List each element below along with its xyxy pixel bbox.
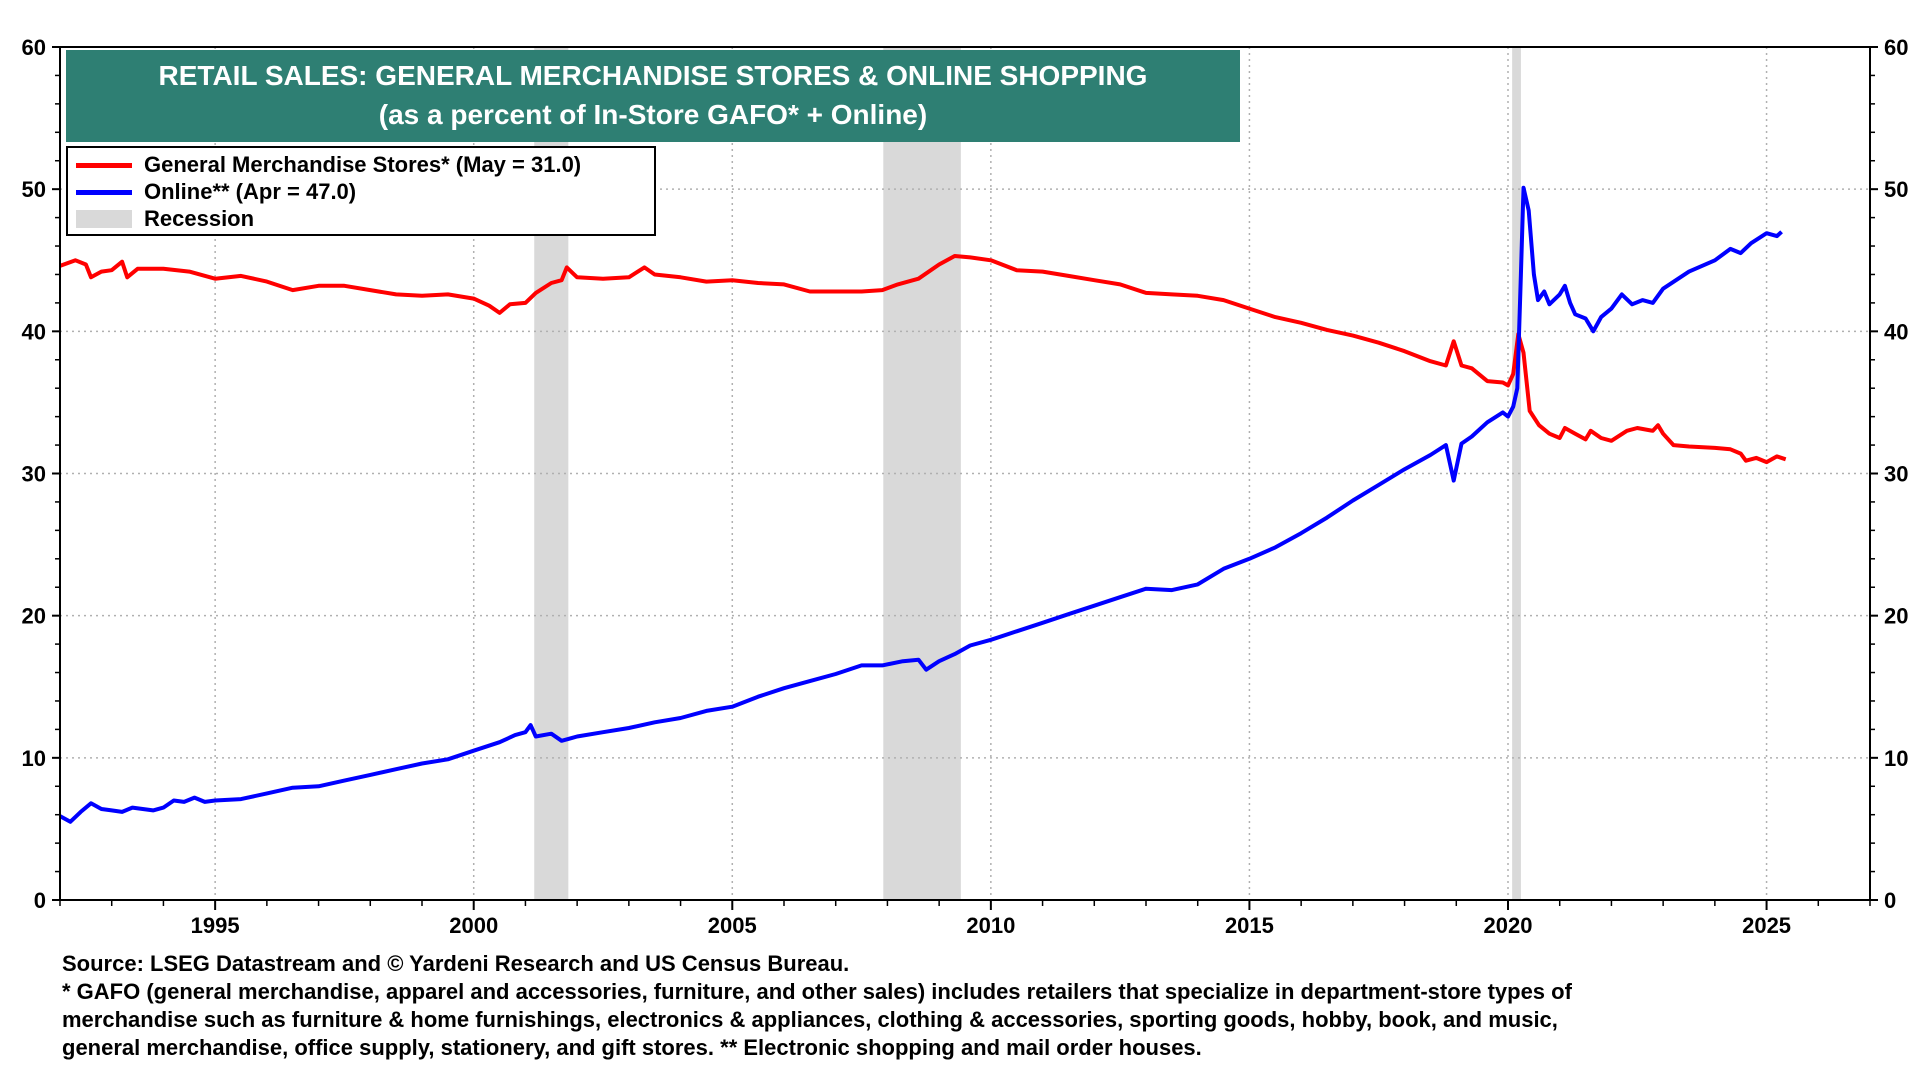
recession-band	[883, 47, 961, 900]
recession-band	[1512, 47, 1521, 900]
legend-swatch-blue	[76, 189, 132, 195]
y-tick-label-right: 10	[1884, 746, 1908, 771]
legend: General Merchandise Stores* (May = 31.0)…	[66, 146, 656, 236]
y-tick-label-right: 0	[1884, 888, 1896, 913]
legend-item-general-merchandise: General Merchandise Stores* (May = 31.0)	[76, 152, 581, 178]
y-tick-label-left: 10	[22, 746, 46, 771]
legend-swatch-red	[76, 162, 132, 168]
series-line	[59, 254, 1787, 465]
source-note: Source: LSEG Datastream and © Yardeni Re…	[62, 951, 850, 976]
chart-subtitle: (as a percent of In-Store GAFO* + Online…	[378, 99, 928, 130]
x-tick-label: 2000	[449, 913, 498, 938]
chart-title-box: RETAIL SALES: GENERAL MERCHANDISE STORES…	[66, 50, 1240, 142]
x-tick-label: 2010	[966, 913, 1015, 938]
y-tick-label-right: 50	[1884, 177, 1908, 202]
legend-label: General Merchandise Stores* (May = 31.0)	[144, 152, 582, 177]
chart-title: RETAIL SALES: GENERAL MERCHANDISE STORES…	[158, 60, 1148, 91]
legend-swatch-gray	[76, 210, 132, 228]
legend-item-online: Online** (Apr = 47.0)	[76, 179, 356, 205]
x-tick-label: 2015	[1225, 913, 1274, 938]
y-tick-label-right: 20	[1884, 604, 1908, 629]
y-tick-label-left: 20	[22, 604, 46, 629]
gafo-note-line-2: merchandise such as furniture & home fur…	[62, 1007, 1558, 1032]
y-tick-label-left: 0	[34, 888, 46, 913]
gafo-note-line-1: * GAFO (general merchandise, apparel and…	[62, 979, 1572, 1004]
legend-label: Recession	[144, 206, 255, 231]
y-tick-label-right: 40	[1884, 319, 1908, 344]
x-tick-label: 1995	[191, 913, 240, 938]
legend-item-recession: Recession	[76, 206, 254, 232]
legend-label: Online** (Apr = 47.0)	[144, 179, 357, 204]
x-tick-label: 2025	[1742, 913, 1791, 938]
y-tick-label-left: 40	[22, 319, 46, 344]
x-tick-label: 2005	[708, 913, 757, 938]
y-tick-label-right: 60	[1884, 35, 1908, 60]
footnotes: Source: LSEG Datastream and © Yardeni Re…	[62, 950, 1902, 1062]
gafo-note-line-3: general merchandise, office supply, stat…	[62, 1035, 1202, 1060]
series-lines	[59, 185, 1787, 824]
y-tick-label-right: 30	[1884, 462, 1908, 487]
y-tick-label-left: 30	[22, 462, 46, 487]
series-line	[59, 185, 1783, 824]
y-tick-label-left: 60	[22, 35, 46, 60]
x-tick-label: 2020	[1484, 913, 1533, 938]
y-tick-label-left: 50	[22, 177, 46, 202]
